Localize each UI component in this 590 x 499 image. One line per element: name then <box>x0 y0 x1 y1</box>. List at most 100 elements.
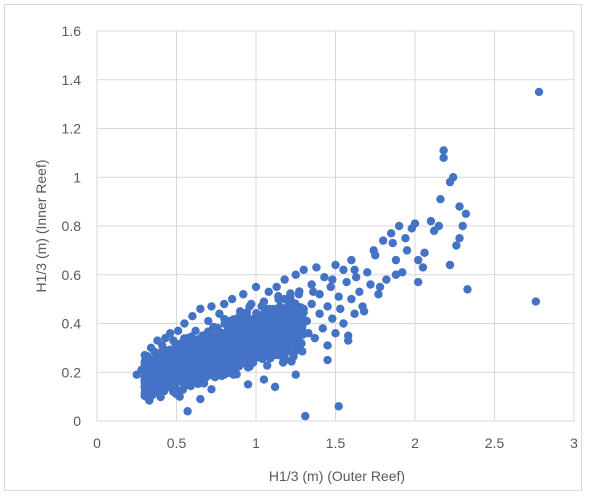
data-point <box>185 365 194 375</box>
data-point <box>309 287 318 297</box>
data-point <box>177 343 186 353</box>
data-point <box>326 282 335 292</box>
chart-area <box>4 4 582 491</box>
data-point <box>426 216 436 226</box>
data-point <box>413 255 423 265</box>
data-point <box>463 285 472 294</box>
data-point <box>264 287 273 297</box>
data-point <box>248 331 258 340</box>
data-point <box>175 392 184 401</box>
y-tick-label: 0.8 <box>62 218 82 234</box>
data-point <box>215 309 224 318</box>
data-point <box>339 319 348 328</box>
data-point <box>315 290 324 299</box>
data-point <box>143 363 153 372</box>
data-point <box>323 341 332 350</box>
data-point <box>429 226 439 236</box>
data-point <box>369 246 378 255</box>
data-point <box>347 294 356 304</box>
data-point <box>344 331 353 340</box>
data-point <box>363 268 372 277</box>
data-point <box>263 361 272 370</box>
y-tick-label: 1 <box>73 169 81 185</box>
data-point <box>267 348 277 357</box>
data-point <box>328 314 337 323</box>
data-point <box>391 270 401 279</box>
data-point <box>461 209 471 219</box>
data-point <box>374 290 383 299</box>
data-point <box>251 343 261 353</box>
data-point <box>157 341 167 350</box>
data-point <box>220 299 229 309</box>
data-point <box>382 275 391 284</box>
x-axis-title: H1/3 (m) (Outer Reef) <box>269 468 405 484</box>
data-point <box>153 365 162 375</box>
data-point <box>291 315 301 324</box>
data-point <box>375 282 385 292</box>
data-point <box>445 260 455 270</box>
data-point <box>145 390 154 400</box>
y-tick-label: 0.4 <box>62 316 82 332</box>
data-point <box>391 255 401 265</box>
data-point <box>256 353 265 362</box>
data-point <box>301 411 310 421</box>
data-point <box>270 382 280 392</box>
data-point <box>386 229 396 238</box>
data-point <box>339 265 348 275</box>
data-point <box>401 233 410 243</box>
data-point <box>243 319 253 328</box>
data-point <box>188 346 197 355</box>
data-point <box>323 355 332 365</box>
data-point <box>286 338 296 348</box>
data-point <box>245 302 254 311</box>
data-point <box>304 329 313 338</box>
data-point <box>296 346 305 355</box>
data-point <box>259 326 269 336</box>
y-axis-tick-labels: 0 0.2 0.4 0.6 0.8 1 1.2 1.4 1.6 <box>62 23 82 429</box>
data-point <box>180 319 189 328</box>
data-point <box>328 275 337 284</box>
data-point <box>262 341 272 350</box>
data-point <box>235 307 245 316</box>
x-tick-label: 0 <box>93 435 101 451</box>
data-point <box>148 355 157 365</box>
data-point <box>318 324 327 333</box>
data-point <box>288 307 297 316</box>
data-point <box>291 324 300 333</box>
data-point <box>212 324 221 333</box>
data-point <box>220 365 229 375</box>
data-point <box>181 353 191 362</box>
data-point <box>280 275 289 284</box>
data-point <box>267 309 277 318</box>
data-point <box>232 326 242 336</box>
y-tick-label: 0 <box>73 413 81 429</box>
data-point <box>307 299 316 309</box>
data-point <box>188 311 197 321</box>
data-point <box>159 370 168 379</box>
data-point <box>278 346 287 356</box>
x-tick-label: 3 <box>570 435 578 451</box>
data-point <box>223 358 232 367</box>
data-point <box>189 377 199 387</box>
data-point <box>140 372 149 382</box>
data-point <box>420 248 429 258</box>
data-point <box>207 385 216 394</box>
data-point <box>334 292 343 301</box>
data-point <box>342 277 351 287</box>
data-point <box>413 277 423 287</box>
data-point <box>164 380 173 389</box>
data-point <box>310 333 320 343</box>
data-point <box>213 363 223 372</box>
data-point <box>436 194 445 204</box>
data-point <box>259 375 269 384</box>
data-point <box>259 297 269 306</box>
data-point <box>173 326 183 336</box>
data-point <box>172 350 181 360</box>
data-point <box>323 302 332 311</box>
y-tick-label: 1.4 <box>62 72 82 88</box>
data-point <box>398 268 407 277</box>
data-point <box>270 316 280 326</box>
data-point <box>410 219 420 228</box>
data-point <box>302 316 312 326</box>
x-axis-tick-labels: 0 0.5 1 1.5 2 2.5 3 <box>93 435 578 451</box>
